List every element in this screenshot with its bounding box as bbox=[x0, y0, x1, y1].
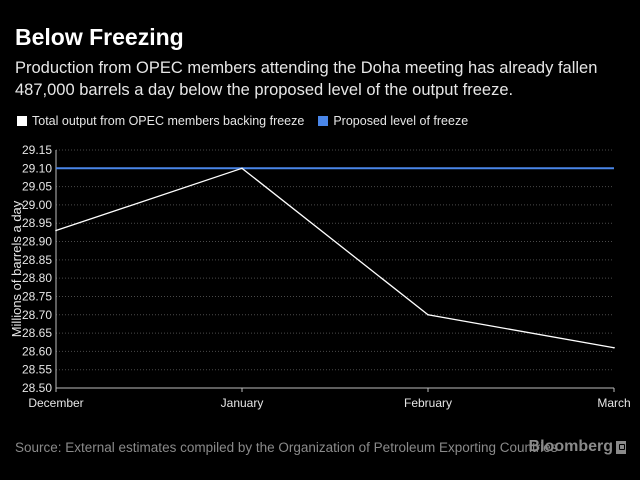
x-tick-label: March bbox=[597, 396, 630, 410]
chart-subtitle: Production from OPEC members attending t… bbox=[15, 59, 598, 99]
y-tick-label: 28.90 bbox=[22, 235, 52, 249]
y-tick-label: 28.50 bbox=[22, 381, 52, 395]
y-tick-label: 28.60 bbox=[22, 344, 52, 358]
y-axis-title: Millions of barrels a day bbox=[9, 200, 24, 337]
y-tick-label: 28.95 bbox=[22, 216, 52, 230]
legend-swatch-freeze bbox=[318, 116, 329, 126]
brand-name: Bloomberg bbox=[528, 438, 613, 455]
data-point-output bbox=[427, 313, 429, 316]
y-tick-label: 29.15 bbox=[22, 143, 52, 157]
series-line-output bbox=[55, 167, 615, 349]
chart-title: Below Freezing bbox=[15, 24, 184, 50]
y-tick-label: 28.55 bbox=[22, 363, 52, 377]
legend-item-freeze: Proposed level of freeze bbox=[318, 114, 468, 128]
x-tick-label: December bbox=[28, 396, 83, 410]
legend-label-freeze: Proposed level of freeze bbox=[333, 114, 469, 128]
y-tick-label: 29.05 bbox=[22, 180, 52, 194]
line-chart: 29.15 29.10 29.05 29.00 28.95 28.90 28.85 28.80… bbox=[9, 143, 631, 410]
y-tick-label: 29.00 bbox=[22, 198, 52, 212]
y-tick-label: 28.85 bbox=[22, 253, 52, 267]
y-tick-label: 28.75 bbox=[22, 289, 52, 303]
y-tick-label: 28.65 bbox=[22, 326, 52, 340]
legend-item-output: Total output from OPEC members backing f… bbox=[17, 114, 304, 128]
y-tick-label: 28.80 bbox=[22, 271, 52, 285]
x-tick-label: January bbox=[221, 396, 264, 410]
legend-swatch-output bbox=[17, 116, 27, 126]
data-point-output bbox=[241, 167, 243, 170]
data-point-output bbox=[613, 346, 615, 349]
x-tick-label: February bbox=[404, 396, 452, 410]
legend: Total output from OPEC members backing f… bbox=[17, 114, 482, 128]
data-point-output bbox=[55, 229, 57, 232]
y-tick-label: 28.70 bbox=[22, 308, 52, 322]
bloomberg-logo-mark-icon bbox=[616, 440, 626, 454]
source-note: Source: External estimates compiled by t… bbox=[15, 440, 558, 455]
legend-label-output: Total output from OPEC members backing f… bbox=[32, 114, 305, 128]
y-tick-label: 29.10 bbox=[22, 161, 52, 175]
bloomberg-logo: Bloomberg bbox=[529, 438, 626, 456]
